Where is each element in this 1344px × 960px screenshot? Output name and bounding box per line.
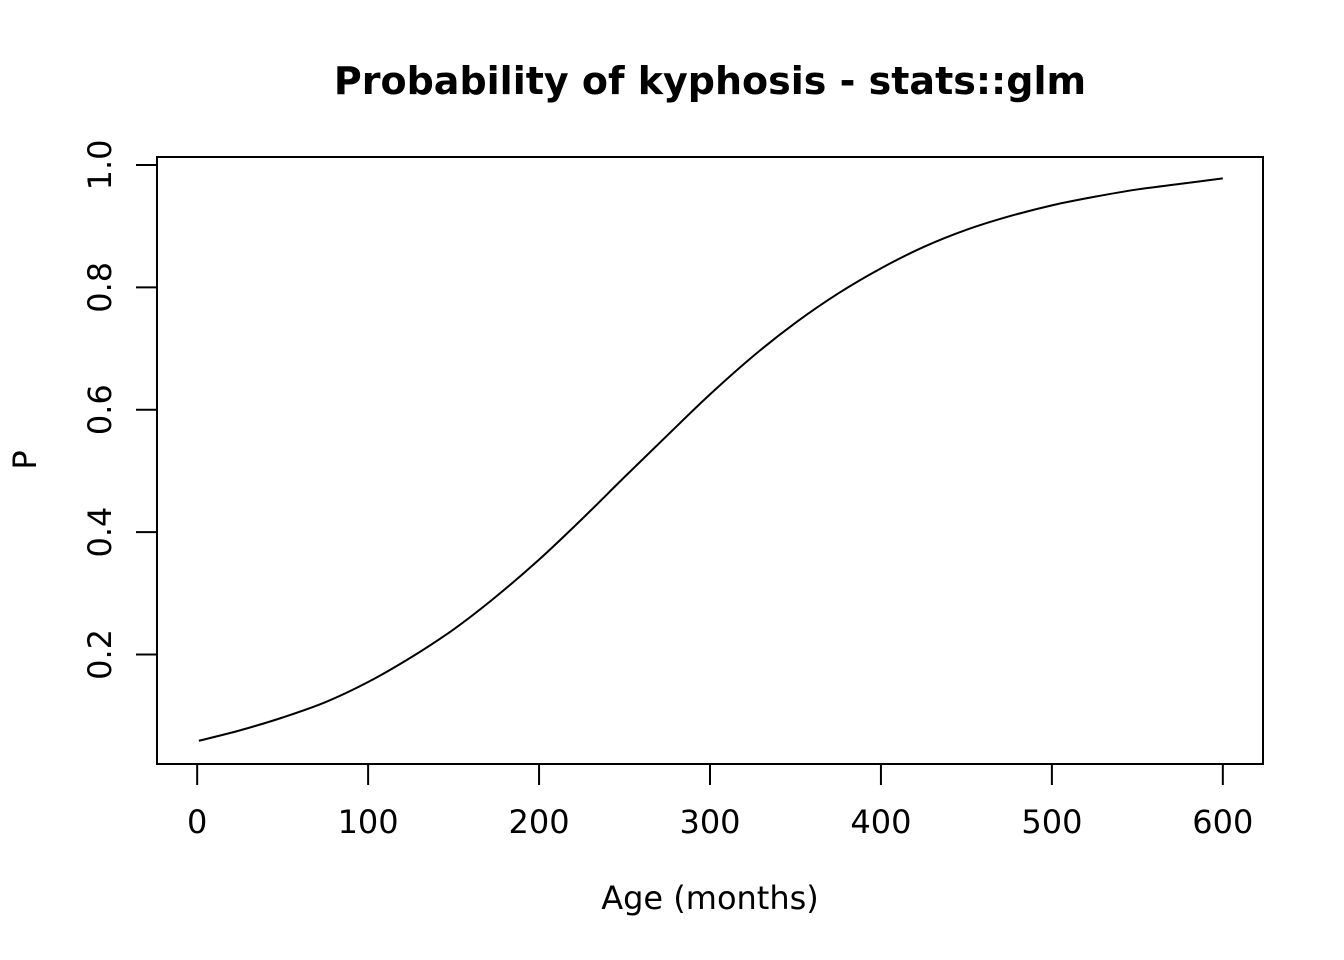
x-tick-label: 200	[509, 803, 570, 841]
y-axis: 0.2 0.4 0.6 0.8 1.0	[81, 140, 158, 680]
y-tick-label: 0.4	[81, 507, 119, 558]
chart-title: Probability of kyphosis - stats::glm	[334, 59, 1086, 103]
x-axis: 0 100 200 300 400 500 600	[187, 763, 1253, 841]
series-line	[198, 177, 1223, 742]
y-tick-label: 0.8	[81, 262, 119, 313]
x-tick-label: 500	[1021, 803, 1082, 841]
x-tick-label: 600	[1192, 803, 1253, 841]
x-tick-label: 300	[679, 803, 740, 841]
plot-area	[156, 156, 1264, 765]
x-axis-label: Age (months)	[601, 879, 819, 917]
y-tick-label: 0.6	[81, 384, 119, 435]
y-tick-label: 0.2	[81, 629, 119, 680]
x-tick-label: 0	[187, 803, 207, 841]
x-tick-label: 400	[850, 803, 911, 841]
y-tick-label: 1.0	[81, 140, 119, 191]
y-axis-label: P	[6, 450, 44, 469]
x-tick-label: 100	[338, 803, 399, 841]
